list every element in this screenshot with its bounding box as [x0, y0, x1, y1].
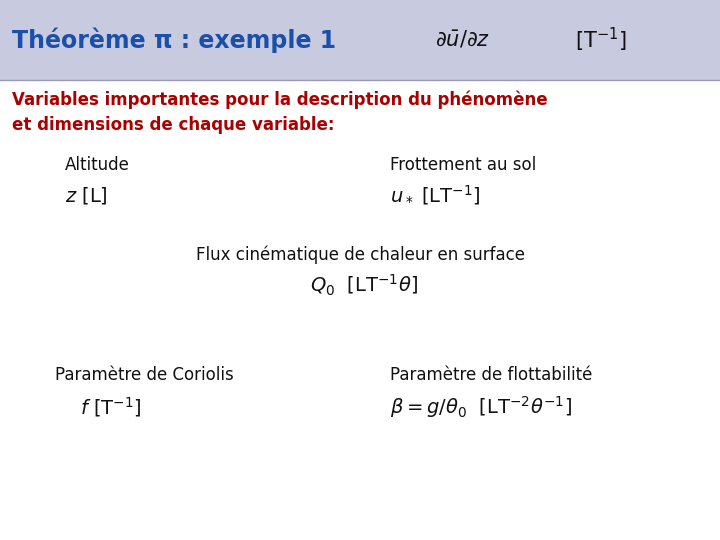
Text: Frottement au sol: Frottement au sol: [390, 156, 536, 174]
Text: $z$ [L]: $z$ [L]: [65, 185, 108, 206]
Text: Paramètre de Coriolis: Paramètre de Coriolis: [55, 366, 234, 384]
Text: $[\mathrm{T}^{-1}]$: $[\mathrm{T}^{-1}]$: [575, 26, 626, 54]
Text: Variables importantes pour la description du phénomène: Variables importantes pour la descriptio…: [12, 91, 548, 109]
Text: $f$ $[\mathrm{T}^{-1}]$: $f$ $[\mathrm{T}^{-1}]$: [80, 395, 141, 419]
Text: Altitude: Altitude: [65, 156, 130, 174]
Text: $Q_0$  $[\mathrm{LT}^{-1}\theta]$: $Q_0$ $[\mathrm{LT}^{-1}\theta]$: [310, 272, 418, 298]
Bar: [0, 0, 720, 80]
Text: Théorème π : exemple 1: Théorème π : exemple 1: [12, 27, 336, 53]
Text: $u_*$ $[\mathrm{LT}^{-1}]$: $u_*$ $[\mathrm{LT}^{-1}]$: [390, 183, 480, 207]
Text: Flux cinématique de chaleur en surface: Flux cinématique de chaleur en surface: [196, 246, 524, 264]
Text: $\beta = g/\theta_0$  $[\mathrm{LT}^{-2}\theta^{-1}]$: $\beta = g/\theta_0$ $[\mathrm{LT}^{-2}\…: [390, 394, 572, 420]
Text: Paramètre de flottabilité: Paramètre de flottabilité: [390, 366, 593, 384]
Text: $\partial\bar{u}/\partial z$: $\partial\bar{u}/\partial z$: [435, 29, 490, 51]
Text: et dimensions de chaque variable:: et dimensions de chaque variable:: [12, 116, 335, 134]
